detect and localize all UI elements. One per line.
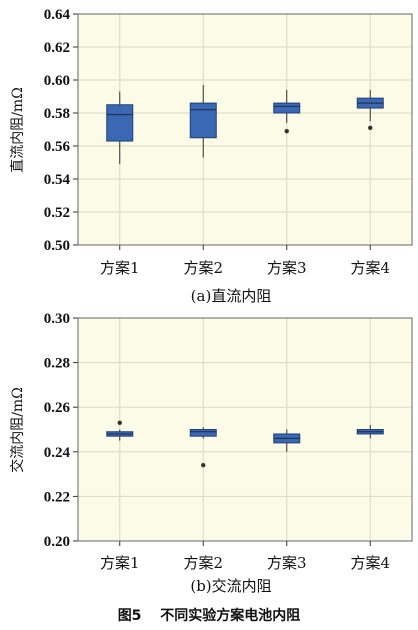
outlier-point xyxy=(368,125,373,131)
outlier-point xyxy=(201,462,206,468)
x-tick-label: 方案4 xyxy=(350,554,390,572)
y-tick-label: 0.50 xyxy=(44,238,70,254)
y-tick-label: 0.64 xyxy=(44,7,71,23)
y-tick-label: 0.20 xyxy=(44,534,70,550)
y-tick-label: 0.26 xyxy=(44,400,71,416)
y-tick-label: 0.56 xyxy=(44,139,71,155)
figure-caption: 图5 不同实验方案电池内阻 xyxy=(118,607,301,624)
y-tick-label: 0.22 xyxy=(44,489,70,505)
y-axis-label: 交流内阻/mΩ xyxy=(9,387,26,473)
x-tick-label: 方案4 xyxy=(350,259,390,277)
x-tick-label: 方案3 xyxy=(267,554,307,572)
chart-a: 0.64 0.62 0.60 0.58 0.56 0.54 0.52 0.50 方案1 方案2 方案… xyxy=(9,7,413,305)
plot-frame xyxy=(77,317,413,542)
y-axis-label: 直流内阻/mΩ xyxy=(9,87,26,173)
x-tick-label: 方案1 xyxy=(100,554,140,572)
box xyxy=(273,102,301,114)
chart-subtitle: (a)直流内阻 xyxy=(191,287,272,305)
y-tick-label: 0.30 xyxy=(44,311,70,327)
box xyxy=(189,429,217,437)
plot-area xyxy=(78,318,412,541)
x-tick-label: 方案3 xyxy=(267,259,307,277)
y-tick-label: 0.62 xyxy=(44,40,70,56)
x-tick-label: 方案2 xyxy=(183,259,223,277)
y-tick-label: 0.24 xyxy=(44,445,71,461)
plot-area xyxy=(78,14,412,245)
outlier-point xyxy=(284,128,289,134)
chart-b: 0.30 0.28 0.26 0.24 0.22 0.20 方案1 方案2 方案3 方案4 交流内阻… xyxy=(9,311,413,595)
y-tick-label: 0.58 xyxy=(44,106,70,122)
box xyxy=(106,104,134,142)
plot-frame xyxy=(77,13,413,246)
x-tick-label: 方案2 xyxy=(183,554,223,572)
x-tick-label: 方案1 xyxy=(100,259,140,277)
box xyxy=(189,102,217,139)
y-tick-label: 0.52 xyxy=(44,205,70,221)
outlier-point xyxy=(117,420,122,426)
chart-subtitle: (b)交流内阻 xyxy=(190,577,271,595)
y-tick-label: 0.28 xyxy=(44,356,70,372)
y-tick-label: 0.60 xyxy=(44,73,70,89)
y-tick-label: 0.54 xyxy=(44,172,71,188)
